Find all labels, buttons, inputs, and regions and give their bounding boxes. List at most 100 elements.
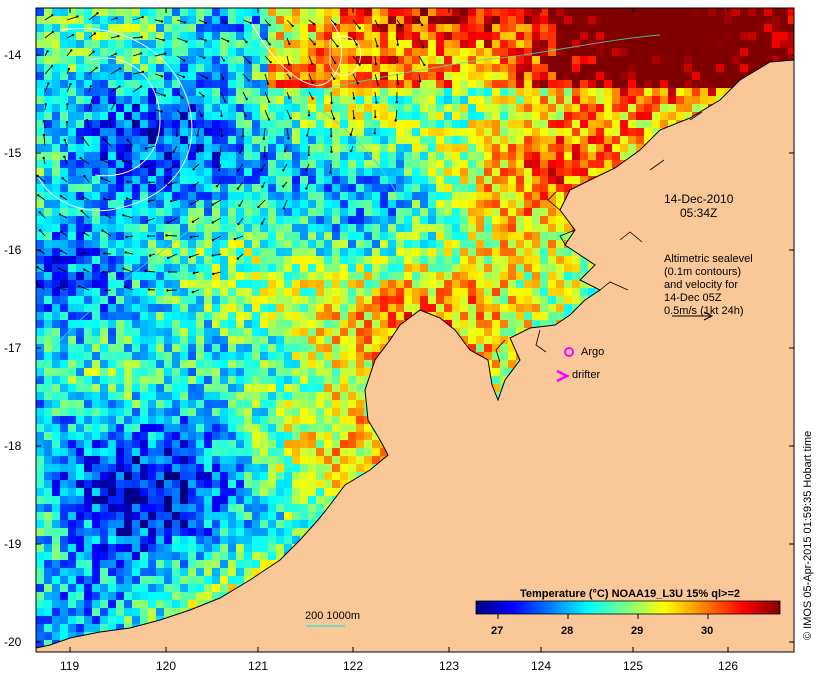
velocity-arrow [176,73,184,78]
velocity-arrow-head [172,150,175,153]
velocity-arrow-head [203,56,206,59]
velocity-arrow-head [287,63,291,66]
velocity-arrow-head [160,75,164,78]
lon-axis: 119 120 121 122 123 124 125 126 [60,8,738,673]
velocity-arrow-head [126,180,129,183]
velocity-arrow-head [200,114,203,118]
lat-tick-label: -16 [4,243,22,257]
velocity-arrow-head [162,39,165,42]
velocity-arrow-head [81,137,85,140]
depth-contours [36,34,661,381]
velocity-arrow [154,91,165,97]
velocity-arrow [395,109,398,121]
velocity-arrow [168,181,178,186]
velocity-arrow-head [76,15,79,18]
velocity-arrow-head [92,50,95,53]
velocity-arrow-head [114,52,118,55]
velocity-arrow-head [330,150,333,153]
velocity-arrow-head [82,231,86,235]
velocity-arrow-head [237,222,240,226]
velocity-arrow-head [221,77,225,80]
velocity-arrow [234,235,244,240]
velocity-arrow [146,217,156,222]
velocity-arrow-head [396,60,399,63]
velocity-arrow-head [262,137,265,140]
velocity-arrow [330,55,336,64]
velocity-arrow-head [105,213,108,217]
velocity-arrow-head [395,100,398,104]
velocity-arrow-head [260,222,264,225]
velocity-arrow [44,65,53,75]
velocity-arrow-head [81,196,85,199]
drifter-marker-icon [556,369,570,383]
velocity-arrow-head [205,76,208,80]
velocity-arrow [198,19,207,24]
argo-marker-icon [564,347,574,357]
velocity-arrow-head [421,46,425,49]
velocity-arrow [44,83,49,93]
velocity-arrow-head [376,83,380,86]
velocity-arrow [145,270,156,273]
velocity-arrow-head [282,185,285,188]
velocity-arrow-head [288,42,291,45]
velocity-arrow-head [352,97,356,100]
velocity-arrow [44,31,54,39]
velocity-arrow-head [196,150,199,153]
velocity-arrow-head [103,197,106,201]
altimetry-note: Altimetric sealevel (0.1m contours) and … [664,253,753,317]
velocity-arrow-head [46,50,49,53]
velocity-arrow [124,286,134,291]
velocity-arrow [88,100,93,111]
velocity-arrow [167,289,178,291]
lat-tick-label: -15 [4,146,22,160]
velocity-arrow [258,199,266,208]
velocity-arrow-head [126,138,129,142]
velocity-arrow-head [373,132,376,135]
velocity-arrow-head [57,267,60,270]
velocity-arrow-head [374,62,377,66]
velocity-arrow [127,139,134,147]
velocity-arrow [66,84,71,93]
velocity-arrow-head [307,114,311,117]
velocity-arrow [176,19,185,23]
velocity-arrow-head [399,24,403,27]
velocity-arrow-head [377,25,380,28]
velocity-arrow [220,91,226,102]
velocity-arrow [102,230,112,237]
velocity-arrow-head [396,82,400,86]
velocity-arrow-head [139,85,143,88]
velocity-arrow-head [211,254,214,257]
velocity-arrow-head [220,134,223,138]
velocity-arrow-head [102,137,105,140]
velocity-arrow-head [188,255,192,259]
velocity-arrow-head [167,270,171,274]
velocity-arrow-head [329,171,332,174]
velocity-arrow [330,37,338,47]
velocity-arrow [264,37,271,45]
velocity-arrow-head [248,61,252,64]
velocity-arrow [286,109,292,119]
velocity-arrow-head [167,183,170,187]
velocity-arrow-head [44,103,47,106]
lat-tick-label: -18 [4,439,22,453]
velocity-arrow-head [311,81,314,84]
velocity-arrow [308,37,316,45]
velocity-arrow [286,55,290,65]
velocity-arrow-head [65,121,69,124]
velocity-arrow [84,175,90,183]
velocity-arrow [283,199,288,209]
velocity-arrow-head [83,268,86,271]
velocity-arrow-head [266,82,270,86]
velocity-arrow [101,159,112,165]
velocity-arrow [242,73,250,81]
velocity-arrow [167,217,178,224]
velocity-arrow-head [375,101,378,104]
velocity-arrow-head [241,134,245,138]
velocity-arrow [352,37,357,45]
velocity-arrow-head [263,155,266,158]
coastline-land [36,8,794,652]
velocity-arrow-head [268,43,271,46]
velocity-arrow-head [96,12,99,15]
velocity-arrow [330,91,333,103]
